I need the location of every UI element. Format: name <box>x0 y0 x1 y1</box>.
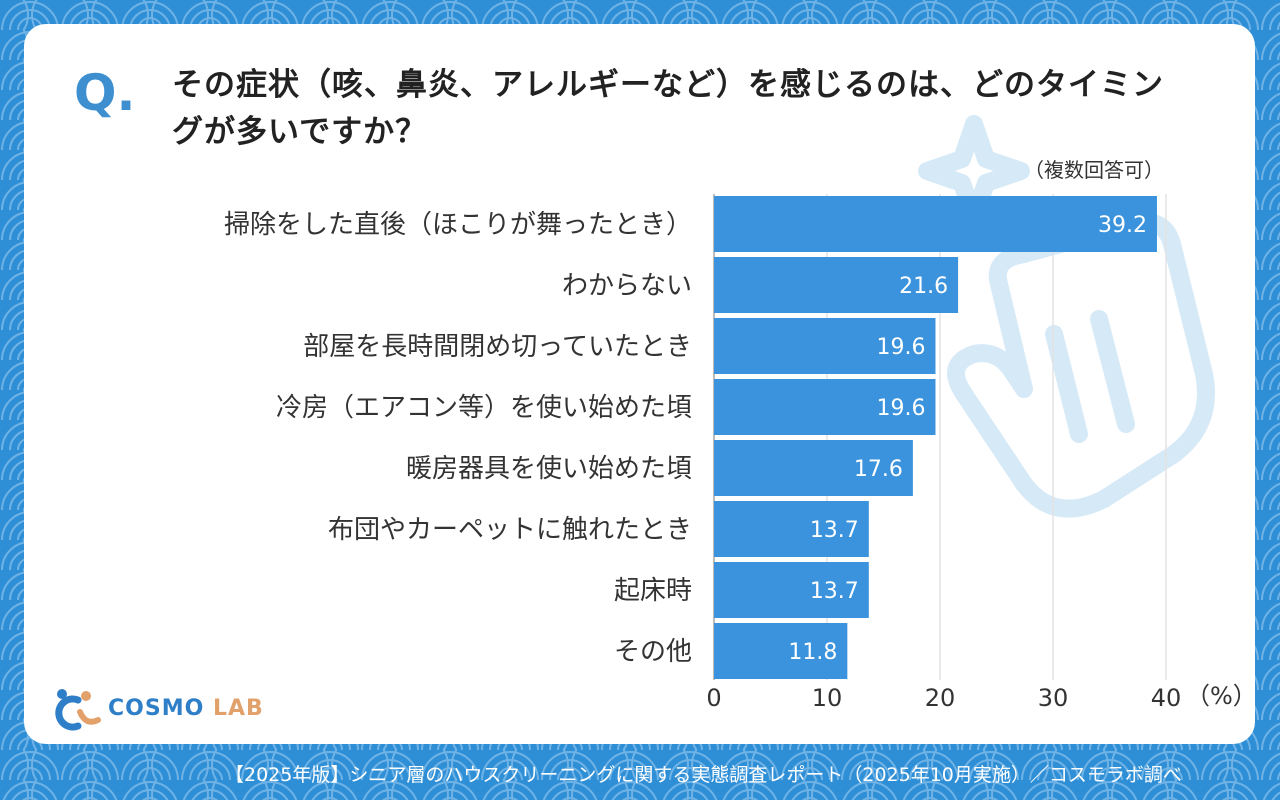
question-text: その症状（咳、鼻炎、アレルギーなど）を感じるのは、どのタイミングが多いですか？ <box>172 67 1164 150</box>
category-label: わからない <box>562 271 692 301</box>
logo-main: COSMO <box>108 696 205 721</box>
value-label: 13.7 <box>810 518 859 543</box>
category-label: 冷房（エアコン等）を使い始めた頃 <box>276 393 692 423</box>
horizontal-bar-chart: 掃除をした直後（ほこりが舞ったとき） 39.2 わからない 21.6 部屋を長時間閉め切… <box>224 194 1255 712</box>
value-label: 19.6 <box>876 396 925 421</box>
value-label: 17.6 <box>854 457 903 482</box>
category-label: その他 <box>614 637 692 667</box>
value-label: 11.8 <box>788 640 837 665</box>
x-tick-label: 10 <box>812 684 843 712</box>
value-label: 19.6 <box>876 335 925 360</box>
category-label: 起床時 <box>614 576 692 606</box>
x-tick-label: 20 <box>925 684 956 712</box>
x-tick-label: 40 <box>1151 684 1182 712</box>
logo-sub: LAB <box>212 696 264 721</box>
category-label: 掃除をした直後（ほこりが舞ったとき） <box>224 210 692 240</box>
bar <box>714 379 936 435</box>
bar <box>714 257 959 313</box>
bar <box>714 562 869 618</box>
category-label: 布団やカーペットに触れたとき <box>328 515 692 545</box>
logo-text: COSMO LAB <box>108 696 264 721</box>
footer-source: 【2025年版】シニア層のハウスクリーニングに関する実態調査レポート（2025年… <box>225 764 1182 786</box>
bar <box>714 501 869 557</box>
logo-mark-icon <box>55 689 101 731</box>
x-unit-label: （%） <box>1186 682 1255 710</box>
cosmo-lab-logo: COSMO LAB <box>50 686 263 732</box>
value-label: 21.6 <box>899 274 948 299</box>
x-tick-label: 0 <box>706 684 721 712</box>
x-tick-label: 30 <box>1038 684 1069 712</box>
question-prefix: Q. <box>74 64 136 122</box>
multiple-answer-note: （複数回答可） <box>1024 158 1164 182</box>
category-label: 部屋を長時間閉め切っていたとき <box>303 332 692 362</box>
value-label: 13.7 <box>810 579 859 604</box>
bar <box>714 623 848 679</box>
bar <box>714 440 913 496</box>
chart-card: Q. その症状（咳、鼻炎、アレルギーなど）を感じるのは、どのタイミングが多いです… <box>24 24 1255 744</box>
bar <box>714 196 1157 252</box>
bar <box>714 318 936 374</box>
category-label: 暖房器具を使い始めた頃 <box>406 454 692 484</box>
value-label: 39.2 <box>1098 213 1147 238</box>
hand-sparkle-decoration-icon <box>918 115 1215 518</box>
